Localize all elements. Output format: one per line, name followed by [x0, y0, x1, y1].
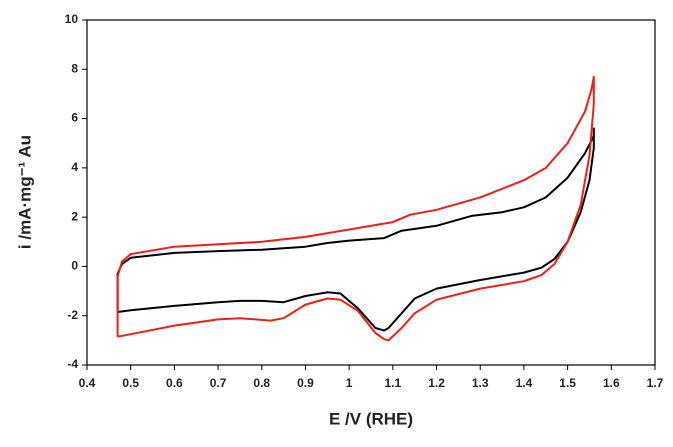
- y-tick-label: 8: [71, 61, 78, 75]
- x-tick-label: 1.5: [559, 376, 576, 390]
- series-line: [116, 127, 595, 332]
- x-tick-label: 1.3: [472, 376, 489, 390]
- y-tick-label: 6: [71, 111, 78, 125]
- x-tick-label: 0.7: [210, 376, 227, 390]
- y-tick-label: -4: [67, 357, 78, 371]
- x-tick-label: 0.9: [297, 376, 314, 390]
- plot-frame: [86, 19, 656, 366]
- x-tick-label: 1.4: [516, 376, 533, 390]
- series-line: [116, 75, 595, 342]
- x-tick-label: 1: [346, 376, 353, 390]
- y-tick-label: 2: [71, 209, 78, 223]
- x-tick-label: 0.6: [166, 376, 183, 390]
- x-axis-title: E /V (RHE): [329, 409, 413, 428]
- x-tick-label: 0.5: [122, 376, 139, 390]
- y-tick-label: 10: [65, 12, 79, 26]
- y-axis-title: i /mA·mg⁻¹ Au: [15, 135, 34, 249]
- x-tick-label: 1.1: [385, 376, 402, 390]
- x-tick-label: 1.7: [647, 376, 664, 390]
- x-tick-label: 1.6: [603, 376, 620, 390]
- x-tick-label: 0.8: [253, 376, 270, 390]
- x-tick-label: 0.4: [79, 376, 96, 390]
- x-tick-label: 1.2: [428, 376, 445, 390]
- y-tick-label: 4: [71, 160, 78, 174]
- y-tick-label: 0: [71, 259, 78, 273]
- y-tick-label: -2: [67, 308, 78, 322]
